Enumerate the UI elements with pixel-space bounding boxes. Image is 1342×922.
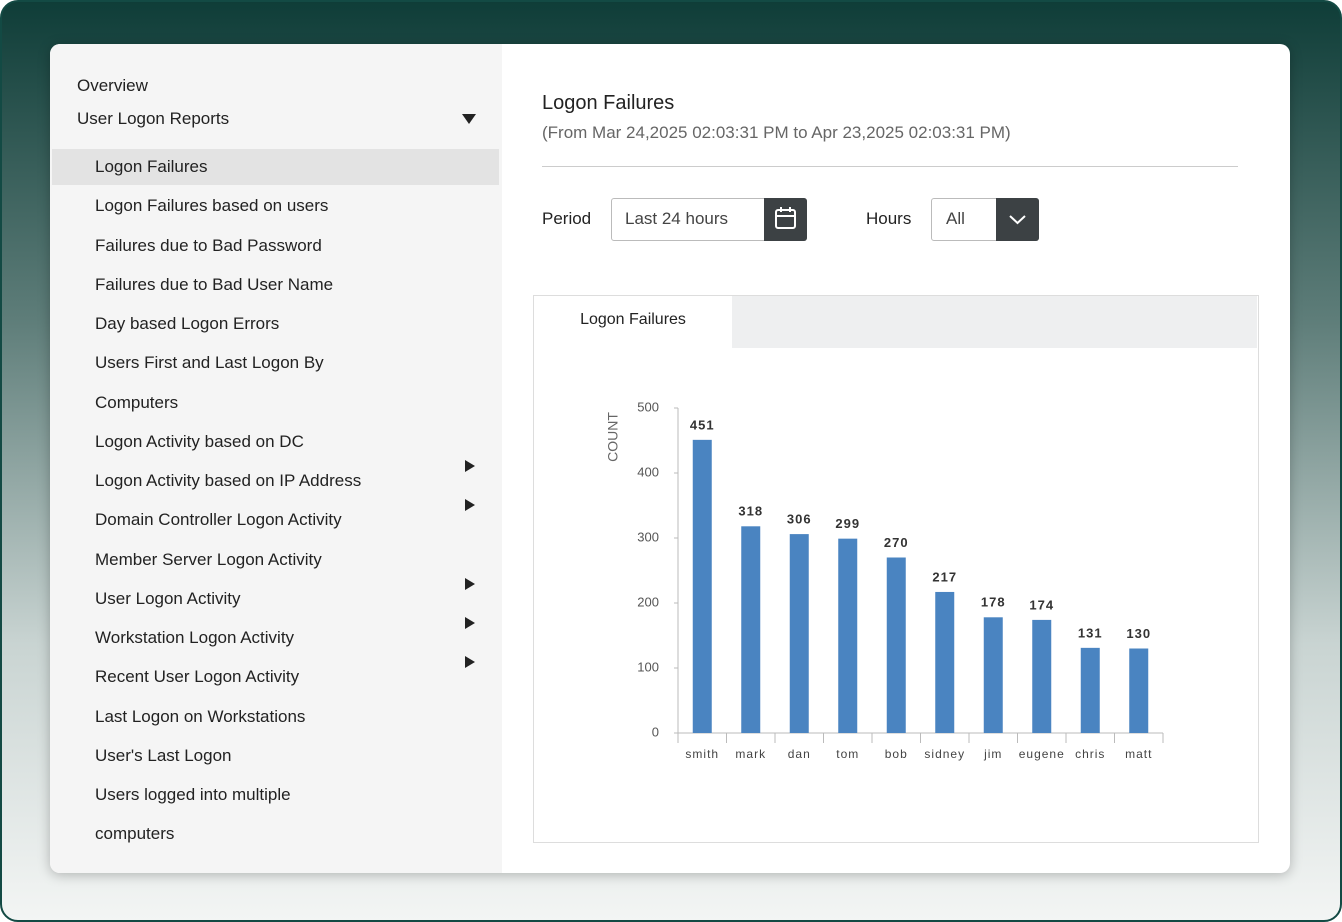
hours-label: Hours (866, 209, 912, 228)
y-tick-label: 500 (637, 399, 659, 414)
value-label: 451 (690, 417, 715, 432)
value-label: 270 (884, 535, 909, 550)
menu-item[interactable]: Workstation Logon Activity (95, 628, 295, 647)
value-label: 318 (738, 504, 763, 519)
menu-item[interactable]: Recent User Logon Activity (95, 667, 300, 687)
chevron-icon (1009, 215, 1026, 225)
calendar-icon (775, 207, 796, 229)
period-label: Period (542, 209, 592, 228)
report-subtitle: (From Mar 24,2025 02:03:31 PM to Apr 23,… (542, 123, 1011, 142)
value-label: 178 (981, 595, 1006, 610)
submenu-arrow[interactable] (465, 577, 475, 590)
value-label: 306 (787, 512, 812, 527)
y-tick-label: 400 (637, 464, 659, 479)
bar (741, 526, 761, 733)
value-label: 131 (1078, 625, 1103, 640)
bar (838, 538, 858, 733)
tab-label: Logon Failures (580, 311, 686, 328)
menu-item[interactable]: Logon Activity based on DC (95, 431, 304, 451)
selected-highlight (52, 149, 499, 185)
x-tick-label: eugene (1019, 747, 1065, 761)
collapse-arrow[interactable] (462, 114, 476, 124)
active-tab[interactable] (534, 296, 732, 349)
x-tick-label: bob (885, 747, 908, 761)
x-tick-label: tom (836, 747, 859, 761)
x-tick-label: dan (788, 747, 811, 761)
menu-item[interactable]: Day based Logon Errors (95, 314, 280, 333)
value-label: 299 (835, 516, 860, 531)
value-label: 174 (1029, 597, 1054, 612)
y-tick-label: 100 (637, 659, 659, 674)
menu-item[interactable]: Logon Activity based on IP Address (95, 471, 362, 490)
report-title: Logon Failures (542, 92, 675, 114)
bar (692, 439, 712, 733)
menu-item[interactable]: Logon Failures based on users (95, 196, 329, 216)
period-value: Last 24 hours (625, 209, 729, 228)
y-axis-label: COUNT (605, 412, 621, 462)
bar (935, 591, 955, 733)
overview-link[interactable]: Overview (77, 76, 148, 95)
bar (983, 617, 1003, 733)
menu-item[interactable]: Users First and Last Logon By (95, 353, 324, 373)
y-tick-label: 0 (652, 724, 659, 739)
submenu-arrow[interactable] (465, 617, 475, 629)
menu-item[interactable]: Users logged into multiple (95, 785, 291, 804)
x-tick-label: smith (685, 747, 719, 761)
bar (1032, 619, 1052, 733)
calendar-button[interactable] (764, 198, 807, 241)
menu-item[interactable]: Computers (95, 392, 179, 412)
submenu-arrow[interactable] (465, 656, 475, 669)
bar (1080, 647, 1100, 733)
bar (789, 534, 809, 733)
menu-item[interactable]: User's Last Logon (95, 745, 232, 765)
menu-item[interactable]: Logon Failures (95, 157, 208, 176)
x-tick-label: matt (1125, 747, 1152, 761)
x-tick-label: jim (983, 747, 1002, 761)
x-tick-label: sidney (924, 747, 965, 761)
menu-item[interactable]: Domain Controller Logon Activity (95, 510, 342, 530)
submenu-arrow[interactable] (465, 460, 475, 472)
menu-item[interactable]: Member Server Logon Activity (95, 549, 322, 569)
section-title[interactable]: User Logon Reports (77, 109, 230, 128)
y-tick-label: 200 (637, 594, 659, 609)
menu-item[interactable]: Failures due to Bad User Name (95, 274, 334, 294)
menu-item[interactable]: Last Logon on Workstations (95, 706, 306, 726)
x-tick-label: chris (1075, 747, 1105, 761)
bar (1129, 648, 1149, 733)
dropdown-button[interactable] (996, 198, 1039, 241)
value-label: 130 (1126, 626, 1151, 641)
divider (542, 166, 1238, 167)
x-tick-label: mark (735, 747, 766, 761)
value-label: 217 (932, 569, 957, 584)
menu-item[interactable]: Failures due to Bad Password (95, 235, 322, 255)
y-tick-label: 300 (637, 529, 659, 544)
submenu-arrow[interactable] (465, 499, 475, 512)
hours-value: All (946, 209, 965, 228)
menu-item[interactable]: computers (95, 824, 175, 844)
menu-item[interactable]: User Logon Activity (95, 588, 241, 608)
bar (886, 557, 906, 733)
